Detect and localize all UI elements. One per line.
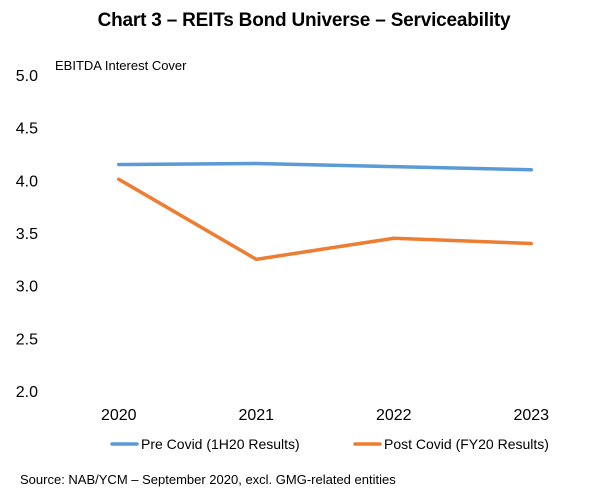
y-tick-label: 2.5 [16, 331, 38, 348]
y-tick-label: 5.0 [16, 68, 38, 85]
y-tick-label: 2.0 [16, 384, 38, 401]
y-tick-label: 4.5 [16, 121, 38, 138]
x-axis-ticks: 2020 2021 2022 2023 [101, 407, 549, 424]
y-axis-ticks: 5.0 4.5 4.0 3.5 3.0 2.5 2.0 [16, 68, 38, 401]
y-tick-label: 3.0 [16, 279, 38, 296]
x-tick-label: 2020 [101, 407, 137, 424]
x-tick-label: 2023 [513, 407, 549, 424]
x-tick-label: 2022 [376, 407, 412, 424]
chart-title: Chart 3 – REITs Bond Universe – Servicea… [97, 10, 511, 31]
series-line-2 [117, 177, 533, 262]
y-tick-label: 3.5 [16, 226, 38, 243]
series-lines [117, 161, 533, 262]
legend-label-2: Post Covid (FY20 Results) [384, 436, 549, 452]
source-note: Source: NAB/YCM – September 2020, excl. … [20, 472, 396, 487]
y-axis-title: EBITDA Interest Cover [55, 58, 187, 73]
series-line-1 [117, 161, 533, 172]
legend-label-1: Pre Covid (1H20 Results) [141, 436, 300, 452]
legend: Pre Covid (1H20 Results) Post Covid (FY20… [110, 436, 549, 452]
x-tick-label: 2021 [238, 407, 274, 424]
y-tick-label: 4.0 [16, 173, 38, 190]
